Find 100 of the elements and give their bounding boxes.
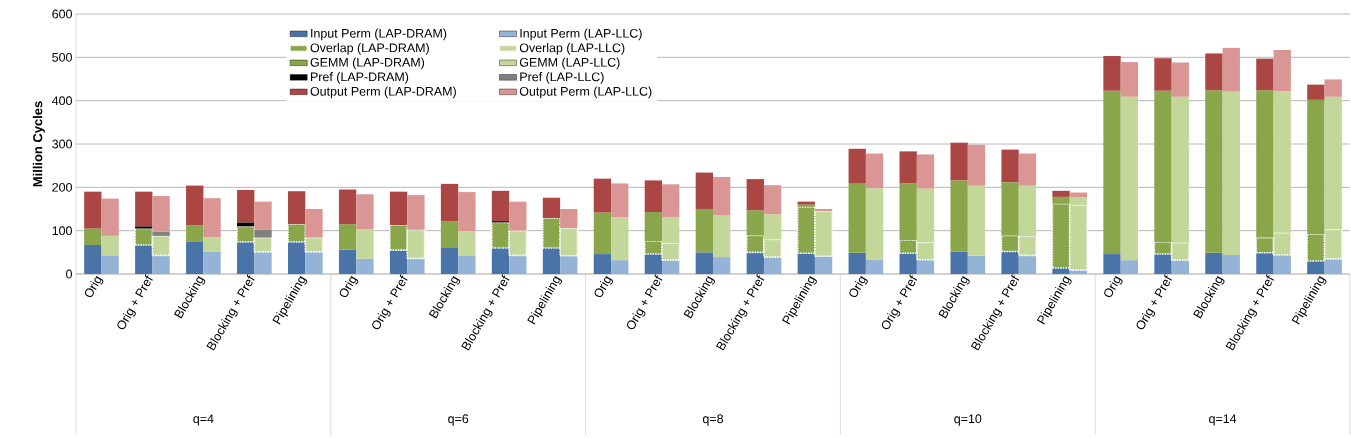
text: q=8 bbox=[702, 414, 724, 426]
bar bbox=[186, 225, 204, 242]
bar bbox=[763, 185, 782, 215]
bar bbox=[1154, 58, 1172, 91]
bar bbox=[509, 255, 527, 274]
bar bbox=[593, 254, 612, 274]
bar bbox=[593, 212, 612, 255]
bar bbox=[967, 185, 986, 256]
bar bbox=[695, 209, 713, 253]
bar bbox=[1103, 56, 1121, 91]
bar bbox=[967, 255, 986, 274]
bar bbox=[1120, 96, 1139, 261]
bar bbox=[865, 153, 884, 189]
text: q=4 bbox=[193, 414, 214, 426]
bar bbox=[237, 241, 255, 274]
bar bbox=[848, 148, 866, 183]
legend-label: Overlap (LAP-LLC) bbox=[519, 43, 625, 55]
bar bbox=[593, 178, 612, 213]
bar bbox=[1001, 251, 1019, 274]
bar bbox=[254, 229, 272, 238]
x-tick-label: Orig bbox=[339, 276, 359, 298]
x-tick-label: Orig bbox=[84, 276, 104, 298]
bar bbox=[1052, 267, 1070, 274]
y-tick-label: 600 bbox=[52, 9, 72, 19]
bar bbox=[1120, 260, 1139, 274]
text: q=14 bbox=[1209, 414, 1237, 426]
bar bbox=[135, 191, 153, 227]
bar bbox=[1324, 258, 1342, 274]
bar bbox=[1324, 79, 1342, 97]
bar bbox=[1018, 153, 1037, 186]
text: q=6 bbox=[448, 414, 469, 426]
bar bbox=[560, 209, 578, 229]
bar bbox=[84, 228, 102, 245]
bar bbox=[186, 185, 204, 226]
bar bbox=[611, 183, 629, 218]
bar bbox=[135, 244, 153, 274]
bar bbox=[1273, 254, 1291, 274]
bar bbox=[84, 244, 102, 274]
bar bbox=[305, 251, 323, 274]
bar bbox=[84, 191, 102, 229]
bar bbox=[338, 249, 357, 274]
legend-label: GEMM (LAP-DRAM) bbox=[310, 57, 425, 70]
bar bbox=[865, 259, 884, 274]
bar bbox=[899, 253, 917, 274]
x-tick-label: Orig bbox=[594, 276, 614, 298]
y-tick-label: 100 bbox=[52, 226, 72, 236]
bar bbox=[950, 251, 968, 274]
bar bbox=[560, 255, 578, 274]
bar bbox=[967, 144, 986, 186]
legend-label: GEMM (LAP-LLC) bbox=[519, 57, 620, 70]
bar bbox=[611, 260, 629, 274]
bar bbox=[662, 184, 680, 218]
bar bbox=[1103, 254, 1121, 274]
bar bbox=[237, 189, 255, 223]
bar bbox=[644, 254, 663, 274]
bar bbox=[338, 224, 357, 250]
bar bbox=[899, 151, 917, 184]
bar bbox=[338, 189, 357, 225]
legend-label: Overlap (LAP-DRAM) bbox=[310, 43, 429, 55]
x-tick-label: Orig bbox=[849, 276, 868, 298]
bar bbox=[713, 215, 731, 258]
y-axis-title: Million Cycles bbox=[32, 101, 45, 187]
bar bbox=[1052, 190, 1070, 197]
bar bbox=[101, 255, 119, 274]
bar bbox=[440, 221, 459, 248]
bar bbox=[1273, 49, 1291, 92]
legend-label: Input Perm (LAP-LLC) bbox=[520, 28, 642, 41]
bar bbox=[542, 197, 561, 219]
bar bbox=[611, 217, 629, 261]
bar bbox=[203, 198, 221, 238]
text: q=10 bbox=[954, 414, 982, 426]
y-tick-label: 500 bbox=[52, 52, 72, 62]
bar bbox=[1205, 53, 1223, 91]
bar bbox=[101, 235, 119, 256]
legend-label: Pref (LAP-DRAM) bbox=[311, 72, 409, 84]
legend-label: Pref (LAP-LLC) bbox=[520, 72, 604, 84]
bar bbox=[254, 251, 272, 274]
bar bbox=[288, 191, 306, 225]
y-tick-label: 400 bbox=[51, 96, 72, 106]
bar bbox=[1018, 255, 1037, 274]
bar bbox=[1103, 90, 1121, 255]
bar bbox=[491, 248, 510, 274]
bar bbox=[1222, 91, 1240, 255]
bar bbox=[1222, 47, 1240, 92]
bar bbox=[746, 252, 764, 274]
bar bbox=[763, 257, 782, 274]
bar bbox=[848, 252, 866, 274]
legend-label: Output Perm (LAP-DRAM) bbox=[310, 86, 456, 99]
bar bbox=[101, 198, 119, 236]
bar bbox=[950, 180, 968, 252]
bar bbox=[695, 252, 713, 274]
bar bbox=[1222, 254, 1240, 274]
bar bbox=[848, 183, 866, 253]
bar bbox=[695, 172, 713, 209]
bar bbox=[389, 250, 408, 274]
bar bbox=[237, 222, 255, 227]
bar bbox=[1154, 254, 1172, 274]
bar bbox=[1120, 62, 1139, 97]
bar bbox=[389, 191, 408, 226]
bar bbox=[713, 176, 731, 216]
